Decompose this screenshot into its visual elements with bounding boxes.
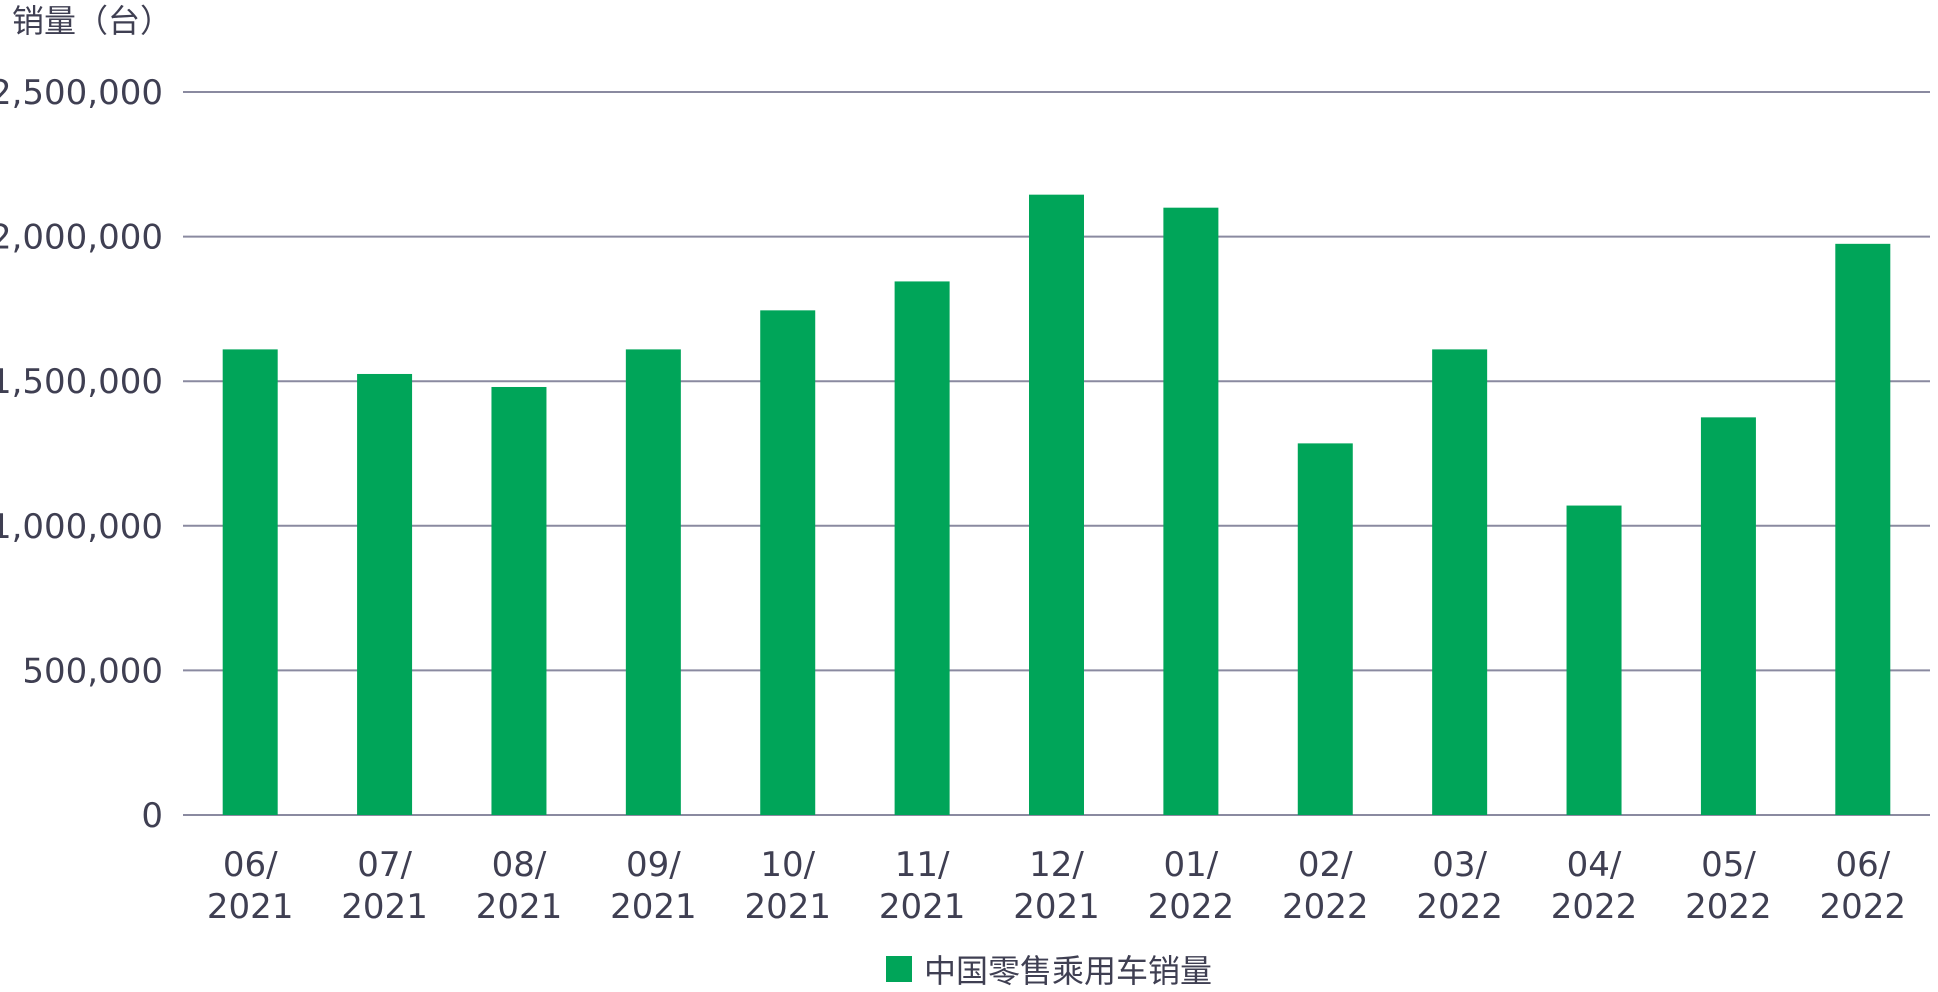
x-tick-label: 07/2021: [341, 845, 428, 927]
x-tick-label: 06/2022: [1820, 845, 1907, 927]
bar: [357, 373, 413, 815]
bar: [1432, 349, 1488, 815]
y-tick-label: 1,000,000: [0, 507, 163, 547]
x-tick-label: 09/2021: [610, 845, 697, 927]
y-tick-label: 2,000,000: [0, 218, 163, 258]
y-tick-label: 1,500,000: [0, 362, 163, 402]
y-tick-label: 0: [141, 796, 163, 836]
x-tick-label: 05/2022: [1685, 845, 1772, 927]
x-tick-label: 03/2022: [1416, 845, 1503, 927]
bar: [1163, 207, 1219, 815]
bar: [491, 386, 547, 815]
bar: [625, 349, 681, 815]
legend-swatch: [886, 956, 912, 982]
bar: [894, 281, 950, 815]
bars: [222, 194, 1891, 815]
x-tick-label: 12/2021: [1013, 845, 1100, 927]
x-tick-label: 04/2022: [1551, 845, 1638, 927]
bar: [1029, 194, 1084, 815]
x-tick-label: 02/2022: [1282, 845, 1369, 927]
x-tick-label: 01/2022: [1148, 845, 1235, 927]
y-tick-label: 2,500,000: [0, 73, 163, 113]
x-tick-label: 11/2021: [879, 845, 966, 927]
y-axis-title: 销量（台）: [12, 2, 172, 40]
x-tick-label: 10/2021: [744, 845, 831, 927]
y-axis-tick-labels: 0 500,000 1,000,000 1,500,000 2,000,000 2,500…: [0, 73, 163, 836]
x-axis-tick-labels: 06/2021 07/2021 08/2021 09/2021 10/2021 11/20…: [207, 845, 1906, 927]
x-tick-label: 08/2021: [476, 845, 563, 927]
bar: [1566, 505, 1622, 815]
bar: [1835, 243, 1891, 815]
legend-label: 中国零售乘用车销量: [924, 952, 1212, 990]
x-tick-label: 06/2021: [207, 845, 294, 927]
bar: [760, 310, 816, 815]
bar: [1297, 443, 1353, 815]
legend: 中国零售乘用车销量: [886, 952, 1212, 990]
bar: [222, 349, 278, 815]
bar: [1700, 417, 1756, 815]
y-tick-label: 500,000: [22, 651, 163, 691]
